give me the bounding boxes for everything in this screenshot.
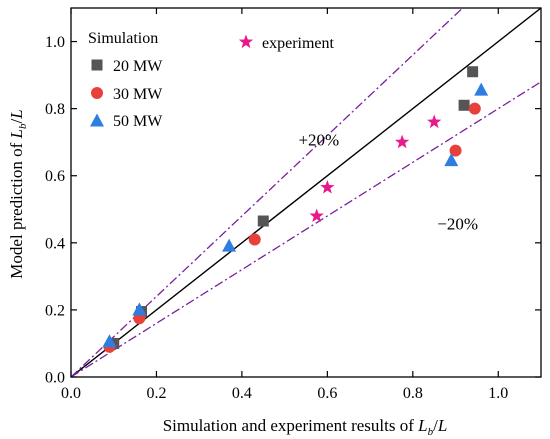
y-tick-label: 0.6: [45, 168, 65, 185]
point-star-3-3: [427, 114, 442, 129]
legend-label-50mw: 50 MW: [113, 113, 163, 130]
reference-line-0: [71, 8, 541, 377]
point-star-3-0: [309, 208, 324, 223]
point-triangle-2-1: [132, 302, 147, 316]
legend-marker-square: [91, 59, 103, 71]
x-axis-title: Simulation and experiment results of Lb/…: [163, 416, 448, 438]
x-axis-title-text: Simulation and experiment results of: [163, 416, 418, 435]
reference-line-2: [71, 81, 541, 377]
point-triangle-2-2: [222, 238, 237, 252]
x-tick-label: 0.2: [146, 385, 166, 402]
y-tick-label: 0.4: [45, 235, 65, 252]
annotation-plus-20: +20%: [298, 131, 339, 150]
y-axis-ticks: 0.0 0.2 0.4 0.6 0.8 1.0: [45, 34, 541, 387]
legend-marker-star: [238, 34, 254, 49]
point-triangle-2-4: [474, 82, 489, 96]
x-tick-label: 1.0: [488, 385, 508, 402]
point-square-0-4: [467, 66, 479, 78]
point-circle-1-4: [468, 102, 481, 115]
y-tick-label: 0.2: [45, 302, 65, 319]
reference-lines: [71, 8, 541, 377]
legend-marker-circle: [91, 87, 103, 99]
annotation-minus-20: −20%: [437, 214, 478, 233]
data-points: [102, 66, 489, 353]
y-tick-label: 0.8: [45, 101, 65, 118]
point-square-0-2: [257, 215, 269, 227]
point-triangle-2-0: [102, 334, 117, 348]
x-tick-label: 0.4: [232, 385, 252, 402]
x-tick-label: 0.0: [61, 385, 81, 402]
point-triangle-2-3: [444, 153, 459, 167]
reference-line-1: [71, 8, 464, 377]
point-star-3-1: [320, 179, 335, 194]
plot-area: [70, 7, 542, 378]
x-tick-label: 0.6: [317, 385, 337, 402]
y-axis-title: Model prediction of Lb/L: [7, 109, 29, 278]
x-axis-ticks: 0.0 0.2 0.4 0.6 0.8 1.0: [61, 8, 508, 402]
legend: Simulation 20 MW 30 MW 50 MW experiment: [88, 30, 335, 130]
y-tick-label: 1.0: [45, 34, 65, 51]
point-square-0-3: [458, 99, 470, 111]
point-star-3-2: [395, 134, 410, 149]
legend-label-experiment: experiment: [262, 35, 335, 52]
y-tick-label: 0.0: [45, 370, 65, 387]
point-circle-1-3: [449, 144, 462, 157]
legend-label-20mw: 20 MW: [113, 58, 163, 75]
legend-marker-triangle: [90, 113, 104, 127]
legend-label-30mw: 30 MW: [113, 86, 163, 103]
legend-group-title: Simulation: [88, 30, 158, 47]
point-circle-1-2: [248, 233, 261, 246]
x-tick-label: 0.8: [403, 385, 423, 402]
